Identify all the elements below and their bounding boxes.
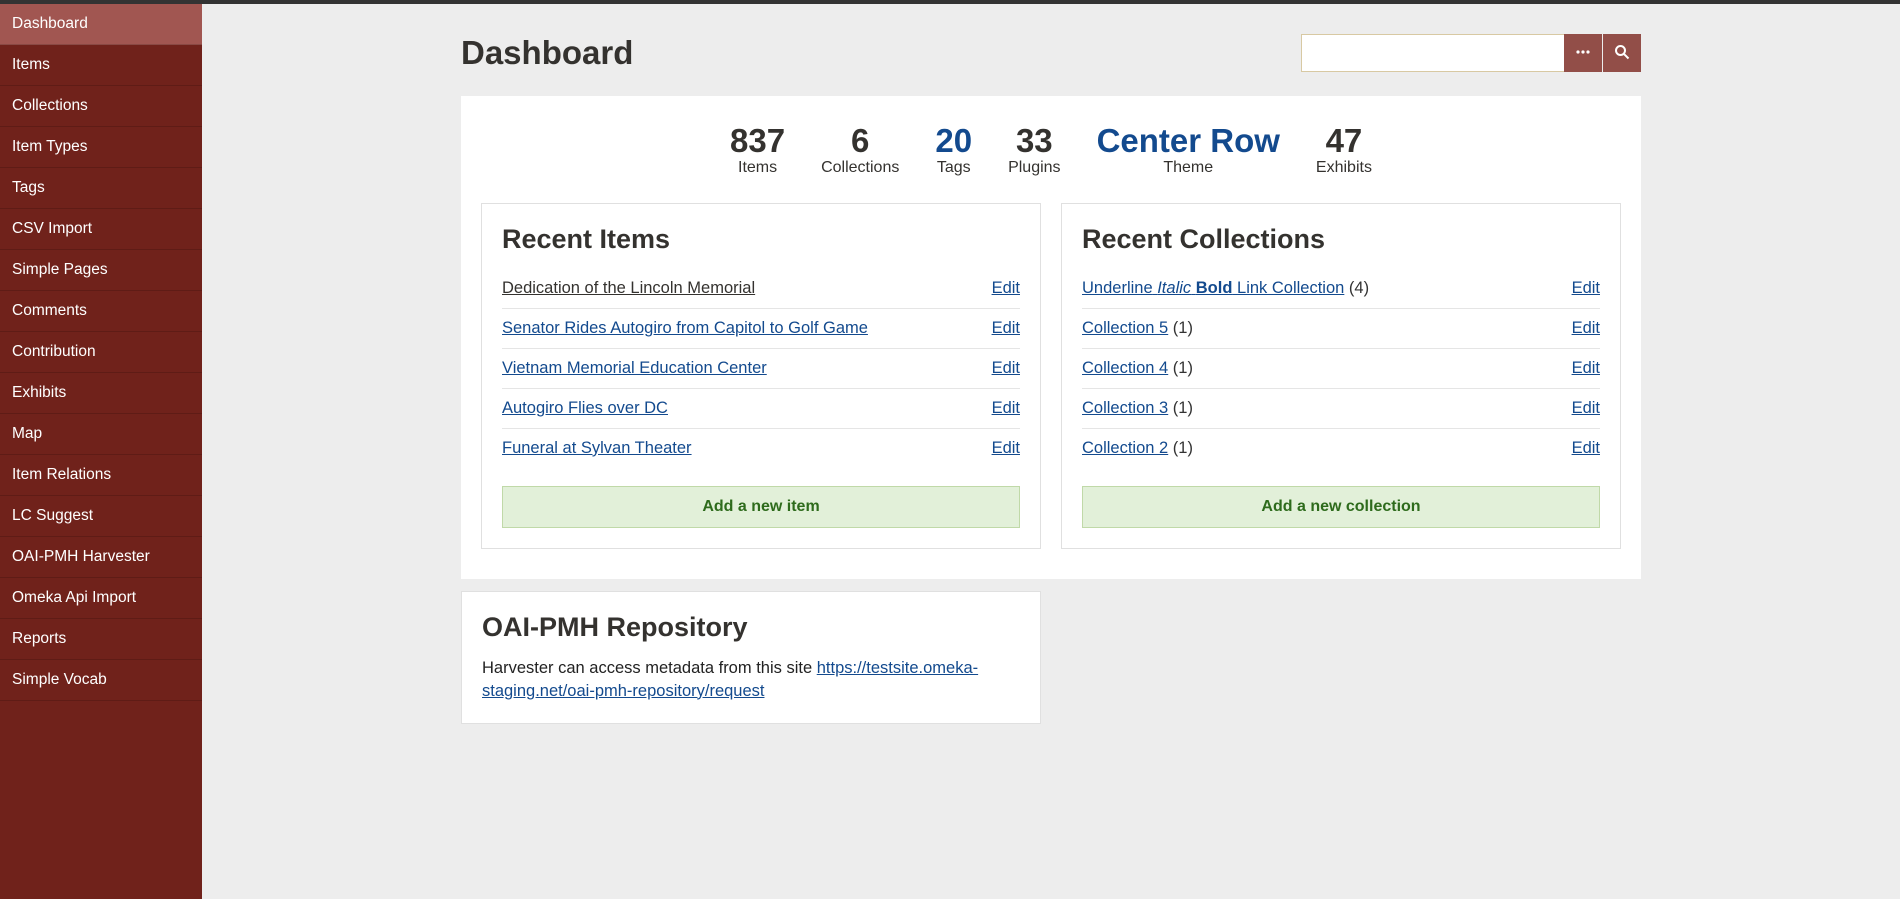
edit-link[interactable]: Edit bbox=[992, 399, 1020, 418]
count-suffix: (1) bbox=[1168, 359, 1193, 377]
list-item: Collection 5 (1) Edit bbox=[1082, 309, 1600, 349]
edit-link[interactable]: Edit bbox=[1572, 439, 1600, 458]
collection-link[interactable]: Collection 5 bbox=[1082, 319, 1168, 337]
page-title: Dashboard bbox=[461, 34, 633, 72]
stat-tags[interactable]: 20Tags bbox=[935, 124, 972, 177]
item-link[interactable]: Senator Rides Autogiro from Capitol to G… bbox=[502, 319, 868, 337]
edit-link[interactable]: Edit bbox=[1572, 279, 1600, 298]
item-link[interactable]: Autogiro Flies over DC bbox=[502, 399, 668, 417]
stat-items: 837Items bbox=[730, 124, 785, 177]
recent-items-heading: Recent Items bbox=[502, 224, 1020, 255]
collection-link[interactable]: Collection 4 bbox=[1082, 359, 1168, 377]
stat-value: 6 bbox=[821, 124, 899, 159]
list-item: Collection 3 (1) Edit bbox=[1082, 389, 1600, 429]
sidebar-item-collections[interactable]: Collections bbox=[0, 86, 202, 127]
stat-label: Tags bbox=[935, 159, 972, 177]
list-item: Vietnam Memorial Education Center Edit bbox=[502, 349, 1020, 389]
collection-link[interactable]: Underline Italic Bold Link Collection bbox=[1082, 279, 1344, 297]
sidebar-item-omeka-api-import[interactable]: Omeka Api Import bbox=[0, 578, 202, 619]
stat-label: Theme bbox=[1097, 159, 1280, 177]
sidebar-item-item-types[interactable]: Item Types bbox=[0, 127, 202, 168]
list-item: Collection 2 (1) Edit bbox=[1082, 429, 1600, 468]
list-item: Dedication of the Lincoln Memorial Edit bbox=[502, 269, 1020, 309]
main-content: Dashboard 837Items 6Collections 20Tags 33Pl… bbox=[202, 4, 1900, 764]
item-link[interactable]: Vietnam Memorial Education Center bbox=[502, 359, 767, 377]
oai-heading: OAI-PMH Repository bbox=[482, 612, 1020, 643]
stat-value: 837 bbox=[730, 124, 785, 159]
list-item: Funeral at Sylvan Theater Edit bbox=[502, 429, 1020, 468]
stat-value: 33 bbox=[1008, 124, 1060, 159]
recent-collections-heading: Recent Collections bbox=[1082, 224, 1600, 255]
stat-value: Center Row bbox=[1097, 124, 1280, 159]
stat-label: Exhibits bbox=[1316, 159, 1372, 177]
count-suffix: (1) bbox=[1168, 399, 1193, 417]
stat-exhibits: 47Exhibits bbox=[1316, 124, 1372, 177]
oai-intro: Harvester can access metadata from this … bbox=[482, 659, 817, 677]
sidebar-item-csv-import[interactable]: CSV Import bbox=[0, 209, 202, 250]
sidebar-nav: DashboardItemsCollectionsItem TypesTagsC… bbox=[0, 4, 202, 899]
edit-link[interactable]: Edit bbox=[1572, 319, 1600, 338]
stat-value: 47 bbox=[1316, 124, 1372, 159]
edit-link[interactable]: Edit bbox=[992, 319, 1020, 338]
sidebar-item-dashboard[interactable]: Dashboard bbox=[0, 4, 202, 45]
edit-link[interactable]: Edit bbox=[992, 279, 1020, 298]
stat-theme[interactable]: Center RowTheme bbox=[1097, 124, 1280, 177]
list-item: Senator Rides Autogiro from Capitol to G… bbox=[502, 309, 1020, 349]
add-collection-button[interactable]: Add a new collection bbox=[1082, 486, 1600, 528]
sidebar-item-reports[interactable]: Reports bbox=[0, 619, 202, 660]
sidebar-item-tags[interactable]: Tags bbox=[0, 168, 202, 209]
sidebar-item-comments[interactable]: Comments bbox=[0, 291, 202, 332]
count-suffix: (4) bbox=[1344, 279, 1369, 297]
list-item: Collection 4 (1) Edit bbox=[1082, 349, 1600, 389]
collection-link[interactable]: Collection 3 bbox=[1082, 399, 1168, 417]
edit-link[interactable]: Edit bbox=[992, 439, 1020, 458]
oai-panel: OAI-PMH Repository Harvester can access … bbox=[461, 591, 1041, 724]
ellipsis-icon bbox=[1575, 44, 1591, 63]
search-options-button[interactable] bbox=[1564, 34, 1602, 72]
list-item: Autogiro Flies over DC Edit bbox=[502, 389, 1020, 429]
search-group bbox=[1301, 34, 1641, 72]
recent-collections-panel: Recent Collections Underline Italic Bold… bbox=[1061, 203, 1621, 549]
list-item: Underline Italic Bold Link Collection (4… bbox=[1082, 269, 1600, 309]
recent-items-list: Dedication of the Lincoln Memorial Edit Se… bbox=[502, 269, 1020, 468]
stat-plugins: 33Plugins bbox=[1008, 124, 1060, 177]
stat-value: 20 bbox=[935, 124, 972, 159]
sidebar-item-exhibits[interactable]: Exhibits bbox=[0, 373, 202, 414]
item-link[interactable]: Funeral at Sylvan Theater bbox=[502, 439, 692, 457]
sidebar-item-contribution[interactable]: Contribution bbox=[0, 332, 202, 373]
search-icon bbox=[1614, 44, 1630, 63]
oai-text: Harvester can access metadata from this … bbox=[482, 657, 1020, 703]
stat-label: Plugins bbox=[1008, 159, 1060, 177]
stats-row: 837Items 6Collections 20Tags 33Plugins Cente… bbox=[481, 124, 1621, 177]
search-input[interactable] bbox=[1301, 34, 1564, 72]
edit-link[interactable]: Edit bbox=[992, 359, 1020, 378]
sidebar-item-lc-suggest[interactable]: LC Suggest bbox=[0, 496, 202, 537]
sidebar-item-simple-pages[interactable]: Simple Pages bbox=[0, 250, 202, 291]
sidebar-item-oai-pmh-harvester[interactable]: OAI-PMH Harvester bbox=[0, 537, 202, 578]
panel-row: Recent Items Dedication of the Lincoln M… bbox=[481, 203, 1621, 549]
recent-collections-list: Underline Italic Bold Link Collection (4… bbox=[1082, 269, 1600, 468]
sidebar-item-simple-vocab[interactable]: Simple Vocab bbox=[0, 660, 202, 701]
count-suffix: (1) bbox=[1168, 439, 1193, 457]
dashboard-card: 837Items 6Collections 20Tags 33Plugins Cente… bbox=[461, 96, 1641, 579]
recent-items-panel: Recent Items Dedication of the Lincoln M… bbox=[481, 203, 1041, 549]
add-item-button[interactable]: Add a new item bbox=[502, 486, 1020, 528]
header-row: Dashboard bbox=[461, 4, 1641, 96]
item-link[interactable]: Dedication of the Lincoln Memorial bbox=[502, 279, 755, 297]
edit-link[interactable]: Edit bbox=[1572, 359, 1600, 378]
stat-label: Collections bbox=[821, 159, 899, 177]
search-submit-button[interactable] bbox=[1603, 34, 1641, 72]
collection-link[interactable]: Collection 2 bbox=[1082, 439, 1168, 457]
count-suffix: (1) bbox=[1168, 319, 1193, 337]
edit-link[interactable]: Edit bbox=[1572, 399, 1600, 418]
sidebar-item-map[interactable]: Map bbox=[0, 414, 202, 455]
stat-label: Items bbox=[730, 159, 785, 177]
sidebar-item-item-relations[interactable]: Item Relations bbox=[0, 455, 202, 496]
stat-collections: 6Collections bbox=[821, 124, 899, 177]
sidebar-item-items[interactable]: Items bbox=[0, 45, 202, 86]
